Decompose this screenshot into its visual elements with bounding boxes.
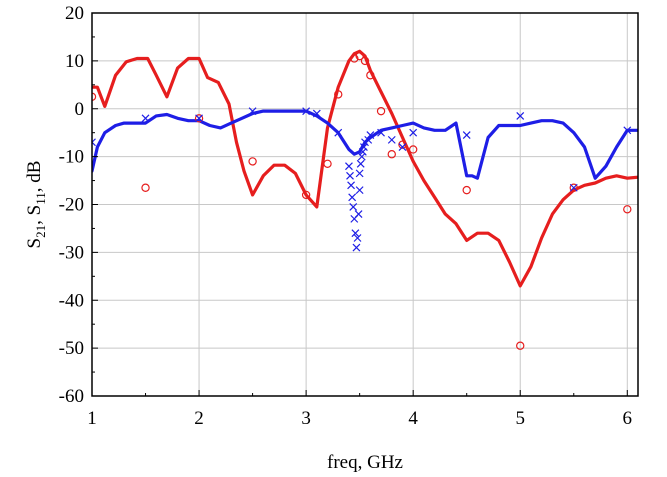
- y-tick-label: -50: [59, 338, 84, 359]
- s21-marker: [302, 107, 311, 116]
- s11-marker: [376, 106, 386, 116]
- s11-marker: [323, 159, 332, 169]
- s11-marker: [398, 140, 407, 149]
- s21-marker: [398, 143, 407, 151]
- s21-marker: [312, 109, 321, 118]
- s11-curve: [92, 49, 638, 288]
- y-tick-labels: 20 10 0 -10 -20 -30 -40 -50 -60: [59, 3, 84, 407]
- s21-marker: [377, 128, 385, 137]
- s21-marker: [347, 181, 356, 190]
- s11-marker: [194, 114, 204, 123]
- s21-marker: [462, 131, 471, 140]
- s21-marker: [353, 234, 362, 242]
- s11-marker: [350, 54, 359, 63]
- y-axis-label-sub-2: 11: [33, 192, 48, 205]
- s11-marker: [334, 90, 343, 99]
- x-tick-labels: 1 2 3 4 5 6: [87, 408, 632, 429]
- y-tick-label: -10: [59, 147, 84, 168]
- s21-marker: [364, 135, 373, 144]
- y-axis-label-part-1: S: [24, 238, 45, 249]
- s11-marker: [355, 51, 364, 61]
- y-tick-label: 20: [65, 3, 84, 24]
- s21-marker: [349, 202, 358, 211]
- s21-marker: [195, 114, 203, 123]
- s21-marker: [141, 114, 150, 123]
- x-tick-label: 6: [623, 408, 633, 429]
- s11-marker: [248, 157, 257, 166]
- s11-marker: [366, 71, 375, 80]
- s21-marker: [351, 229, 360, 238]
- x-axis-label: freq, GHz: [327, 452, 403, 473]
- y-tick-label: -20: [59, 195, 84, 216]
- s11-marker: [623, 205, 632, 214]
- s21-marker: [356, 159, 365, 168]
- s21-marker: [248, 107, 257, 116]
- s21-marker: [623, 126, 632, 135]
- tick-marks: [91, 12, 628, 397]
- s11-marker: [569, 183, 578, 192]
- x-tick-label: 1: [87, 408, 97, 429]
- s21-marker: [366, 131, 375, 140]
- y-tick-label: -40: [59, 290, 84, 311]
- s11-marker: [387, 150, 396, 159]
- y-axis-label-part-3: , dB: [24, 161, 45, 193]
- s11-marker: [360, 56, 370, 66]
- series-layer: [92, 49, 638, 350]
- y-tick-label: -60: [59, 386, 84, 407]
- s21-marker: [355, 169, 364, 178]
- y-tick-label: 10: [65, 51, 84, 72]
- s21-marker: [352, 243, 361, 252]
- s21-marker: [354, 210, 363, 218]
- s21-marker: [355, 186, 364, 195]
- s21-marker: [409, 128, 418, 137]
- s11-marker: [462, 185, 471, 195]
- s11-marker: [301, 190, 311, 200]
- s21-marker: [348, 193, 357, 202]
- s21-marker: [358, 147, 367, 156]
- y-axis-label-part-2: , S: [24, 205, 45, 225]
- s21-marker: [360, 143, 368, 151]
- s21-marker: [346, 171, 354, 180]
- x-tick-label: 2: [194, 408, 204, 429]
- y-axis-label: S21, S11, dB: [24, 161, 48, 249]
- s21-marker: [334, 128, 343, 137]
- y-tick-label: 0: [75, 99, 85, 120]
- s21-marker: [357, 152, 366, 161]
- x-tick-label: 5: [515, 408, 525, 429]
- s21-curve: [92, 109, 638, 180]
- s21-marker: [569, 183, 578, 192]
- s21-marker: [516, 112, 525, 120]
- s21-marker: [345, 162, 353, 171]
- series-group: [92, 49, 638, 350]
- s11-marker: [141, 183, 150, 192]
- grid: [91, 12, 638, 397]
- s11-marker: [516, 341, 525, 350]
- y-tick-label: -30: [59, 242, 84, 263]
- s21-marker: [92, 138, 96, 147]
- x-tick-label: 4: [408, 408, 418, 429]
- y-axis-label-sub-1: 21: [33, 225, 48, 238]
- s21-marker: [387, 135, 396, 144]
- s11-marker: [408, 145, 418, 154]
- x-tick-label: 3: [301, 408, 311, 429]
